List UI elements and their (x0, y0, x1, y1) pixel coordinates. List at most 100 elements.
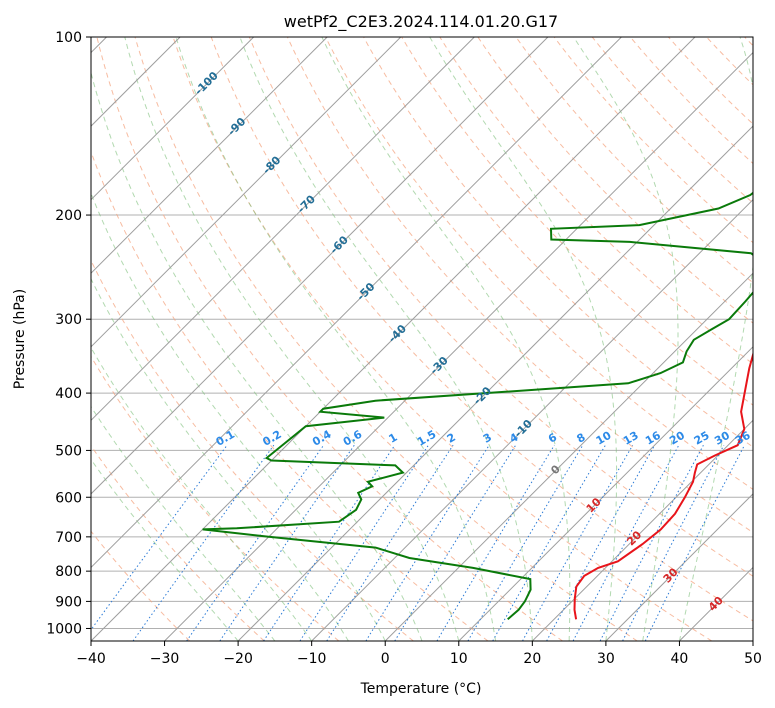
plot-frame (90, 36, 754, 642)
mixing-ratio-line (326, 444, 454, 641)
mixing-ratio-line (394, 444, 517, 641)
isotherm-label: -40 (386, 322, 409, 345)
dry-adiabat-line (439, 37, 753, 365)
mixing-ratio-label: 0.2 (260, 428, 283, 449)
y-tick-label: 300 (55, 312, 82, 328)
dry-adiabat-line (134, 37, 638, 641)
plot-area: 0.1 0.2 0.4 0.6 1 1.5 2 3 4 6 8 10 13 16 20 25 30 36-100-… (90, 36, 754, 642)
isotherm-line (384, 272, 753, 641)
dry-adiabat-line (668, 37, 753, 125)
isotherm-line (91, 37, 475, 422)
y-tick-label: 200 (55, 208, 82, 224)
mixing-ratio-line (263, 444, 396, 641)
dry-adiabat-line (401, 37, 753, 406)
mixing-ratio-line (546, 444, 656, 641)
isotherm-line (752, 640, 753, 641)
mixing-ratio-line (467, 444, 584, 641)
x-tick-label: −10 (297, 651, 327, 667)
line-labels: 0.1 0.2 0.4 0.6 1 1.5 2 3 4 6 8 10 13 16 20 25 30 36-100-… (192, 69, 753, 614)
y-tick-label: 700 (55, 530, 82, 546)
mixing-ratio-label: 13 (621, 429, 641, 448)
dry-adiabat-line (91, 530, 191, 641)
grid-layer (91, 36, 753, 629)
dry-adiabat-line (515, 37, 753, 284)
dry-adiabat-line (553, 37, 753, 244)
x-tick-label: −20 (223, 651, 253, 667)
mixing-ratio-label: 10 (594, 429, 614, 448)
chart-title: wetPf2_C2E3.2024.114.01.20.G17 (284, 12, 558, 32)
dry-adiabat-line (210, 37, 753, 622)
dry-adiabat-line (706, 37, 753, 86)
moist-adiabat-line (175, 37, 497, 641)
moist-adiabat-line (91, 70, 423, 641)
mixing-ratio-line (572, 444, 680, 641)
isotherm-line (91, 37, 328, 274)
dry-adiabat-line (96, 37, 563, 641)
x-tick-label: 40 (671, 651, 689, 667)
mixing-ratio-label: 25 (692, 429, 712, 448)
y-axis: 100 200 300 400 500 600 700 800 900 1000 (46, 30, 91, 637)
moist-adiabat-line (239, 37, 533, 641)
isotherm-line (91, 37, 402, 348)
mixing-ratio-line (186, 444, 325, 641)
moist-adiabat-line (124, 37, 460, 641)
mixing-ratio-label: 1.5 (415, 428, 438, 449)
x-axis-label: Temperature (°C) (360, 681, 482, 697)
isotherm-label: -100 (192, 69, 221, 98)
isotherm-line (531, 419, 753, 641)
dry-adiabat-line (91, 355, 340, 641)
x-axis: −40 −30 −20 −10 0 10 20 30 40 50 (76, 641, 762, 667)
isotherm-label: -20 (471, 384, 494, 407)
dry-adiabat-line (477, 37, 753, 324)
isotherm-line (91, 37, 696, 641)
background-lines (91, 37, 753, 641)
dry-adiabat-line (172, 37, 713, 641)
x-tick-label: 20 (523, 651, 541, 667)
y-tick-label: 900 (55, 594, 82, 610)
mixing-ratio-label: 0.1 (214, 428, 237, 449)
isotherm-label: -30 (428, 354, 451, 377)
y-tick-label: 500 (55, 443, 82, 459)
dry-adiabat-line (325, 37, 753, 490)
moist-adiabat-line (91, 405, 276, 641)
x-tick-label: 50 (744, 651, 762, 667)
mixing-ratio-label: 6 (546, 430, 559, 445)
mixing-ratio-label: 20 (667, 429, 687, 448)
isotherm-line (605, 493, 753, 641)
mixing-ratio-line (299, 444, 429, 641)
mixing-ratio-label: 30 (712, 429, 732, 448)
dry-adiabat-line (286, 37, 753, 534)
y-axis-label: Pressure (hPa) (12, 289, 28, 389)
mixing-ratio-line (522, 444, 634, 641)
moist-adiabat-line (678, 37, 753, 641)
isotherm-line (91, 37, 549, 495)
isotherm-line (164, 51, 753, 641)
dry-adiabat-line (629, 37, 753, 165)
mixing-ratio-line (599, 444, 704, 641)
x-tick-label: −30 (150, 651, 180, 667)
y-tick-label: 1000 (46, 621, 82, 637)
mixing-ratio-line (644, 444, 745, 641)
mixing-ratio-line (436, 444, 555, 641)
mixing-ratio-line (365, 444, 490, 641)
dry-adiabat-line (91, 259, 414, 641)
series-layer (202, 191, 753, 621)
y-tick-label: 400 (55, 386, 82, 402)
mixing-ratio-line (622, 444, 725, 641)
moist-adiabat-line (91, 192, 386, 641)
moist-adiabat-line (573, 37, 679, 641)
temperature-line (573, 351, 753, 620)
moist-adiabat-line (91, 346, 313, 641)
moist-adiabat-line (91, 277, 349, 641)
x-tick-label: 0 (381, 651, 390, 667)
dry-adiabat-line (248, 37, 753, 577)
isotherm-line (91, 37, 622, 569)
dry-adiabat-line (744, 37, 753, 47)
isotherm-label: -80 (260, 153, 283, 176)
dewpoint-line (202, 191, 753, 621)
isotherm-line (458, 346, 753, 641)
y-tick-label: 600 (55, 490, 82, 506)
isotherm-label: 10 (584, 495, 604, 515)
mixing-ratio-label: 8 (575, 431, 588, 446)
